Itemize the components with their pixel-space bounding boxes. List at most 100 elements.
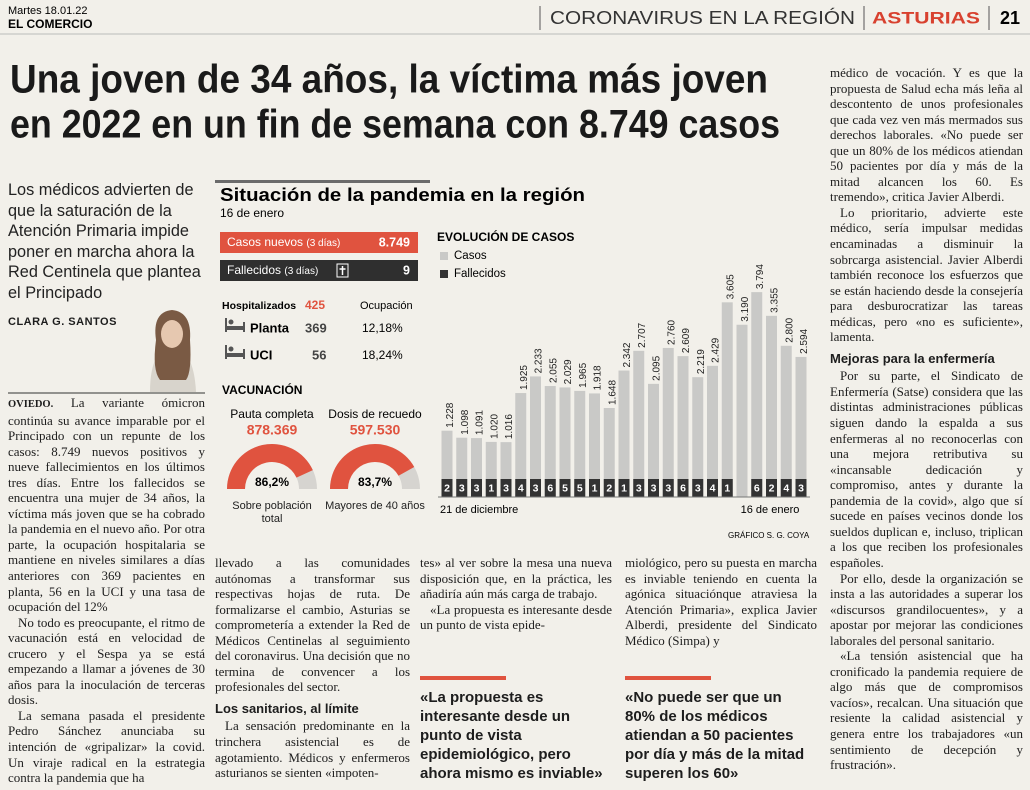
death-box — [692, 479, 704, 497]
bar — [633, 350, 645, 497]
bar-value-label: 1.965 — [578, 362, 589, 387]
deck: Los médicos advierten de que la saturaci… — [8, 181, 201, 302]
bar-value-label: 1.020 — [489, 413, 500, 438]
paragraph: Por su parte, el Sindicato de Enfermería… — [830, 368, 1023, 570]
death-box — [766, 479, 777, 497]
bar-value-label: 3.355 — [770, 287, 781, 312]
bar-value-label: 2.342 — [622, 342, 633, 367]
death-label: 6 — [547, 482, 553, 494]
subheading: Los sanitarios, al límite — [215, 700, 359, 716]
cases-label: Casos nuevos — [227, 235, 303, 249]
death-box — [441, 479, 453, 497]
vaccine-label: Dosis de recuedo — [328, 407, 422, 421]
death-label: 3 — [503, 482, 509, 494]
paragraph: «La propuesta es interesante desde un pu… — [420, 601, 612, 633]
hospital-total: 425 — [305, 298, 325, 312]
region: ASTURIAS — [872, 8, 980, 27]
death-box — [603, 479, 615, 497]
bar — [589, 393, 600, 497]
gauge-fill — [227, 444, 313, 489]
bar-value-label: 2.095 — [652, 355, 663, 380]
gauge-track — [227, 444, 317, 489]
paper-name: EL COMERCIO — [8, 17, 92, 31]
death-label: 3 — [459, 482, 465, 494]
death-label: 1 — [621, 482, 627, 494]
issue-date: Martes 18.01.22 — [8, 5, 88, 17]
bar — [692, 377, 704, 497]
death-box — [559, 479, 571, 497]
byline: CLARA G. SANTOS — [8, 316, 117, 328]
ward-occupancy: 18,24% — [362, 348, 403, 362]
death-box — [574, 479, 586, 497]
column: médico de vocación. Y es que la propuest… — [830, 65, 1023, 790]
death-label: 2 — [769, 482, 775, 494]
vaccine-count: 597.530 — [350, 422, 401, 438]
legend-label: Fallecidos — [454, 268, 506, 280]
ward-occupancy: 12,18% — [362, 321, 403, 335]
death-label: 6 — [680, 482, 686, 494]
bar — [662, 347, 674, 497]
vaccine-label: Pauta completa — [230, 407, 314, 421]
bar-value-label: 1.016 — [504, 414, 515, 439]
deaths-label: Fallecidos (3 días) — [227, 263, 318, 277]
subheading: Mejoras para la enfermería — [830, 350, 995, 366]
column: llevado a las comunidades autónomas a tr… — [215, 555, 410, 790]
ward-label: Planta — [250, 320, 290, 335]
bar-value-label: 2.233 — [534, 348, 545, 373]
gauge-caption: Mayores de 40 años — [325, 500, 425, 512]
death-box — [677, 479, 689, 497]
paragraph: La semana pasada el presidente Pedro Sán… — [8, 707, 205, 786]
graphic-date: 16 de enero — [220, 206, 284, 220]
ward-patients: 369 — [305, 320, 327, 335]
headline: Una joven de 34 años, la víctima más jov… — [10, 58, 768, 102]
pull-quote: «La propuesta es interesante desde un pu… — [420, 689, 603, 782]
dateline: OVIEDO. — [8, 399, 54, 410]
page-number: 21 — [1000, 8, 1020, 28]
cases-value: 8.749 — [379, 235, 410, 249]
paragraph: La sensación predominante en la trincher… — [215, 718, 410, 781]
bar-value-label: 1.918 — [593, 365, 604, 390]
hospital-label: Hospitalizados — [222, 300, 296, 312]
column: tes» al ver sobre la mesa una nueva disp… — [420, 555, 612, 655]
paragraph: médico de vocación. Y es que la propuest… — [830, 65, 1023, 205]
bar-value-label: 1.098 — [460, 409, 471, 434]
cross-icon — [336, 263, 349, 278]
death-box — [633, 479, 645, 497]
bar-value-label: 1.925 — [519, 365, 530, 390]
bed-icon — [225, 345, 245, 359]
bar — [603, 408, 615, 497]
bar — [500, 442, 512, 497]
bar — [707, 365, 718, 497]
quote-rule — [420, 676, 506, 680]
bar-value-label: 2.429 — [711, 337, 722, 362]
paragraph: Lo prioritario, advierte este médico, se… — [830, 204, 1023, 345]
vaccination-title: VACUNACIÓN — [222, 382, 302, 397]
paragraph-text: La variante ómicron continúa su avance i… — [8, 395, 205, 615]
bar — [544, 386, 556, 497]
ward-patients: 56 — [312, 347, 326, 362]
bar-value-label: 1.648 — [607, 380, 618, 405]
x-annotation: 16 de enero — [741, 504, 800, 516]
death-box — [456, 479, 468, 497]
bar — [485, 441, 497, 497]
bar — [574, 390, 586, 497]
paragraph: miológico, pero su puesta en marcha es i… — [625, 555, 817, 648]
gauge-track — [330, 444, 420, 489]
author-photo — [150, 310, 196, 392]
paragraph: «La tensión asistencial que ha cronifica… — [830, 648, 1023, 773]
death-label: 3 — [665, 482, 671, 494]
gauge-fill — [330, 443, 415, 489]
death-box — [515, 479, 527, 497]
graphic-credit: GRÁFICO S. G. COYA — [728, 531, 810, 540]
ward-label: UCI — [250, 347, 272, 362]
bar — [648, 383, 659, 497]
vaccine-count: 878.369 — [247, 422, 298, 438]
x-annotation: 21 de diciembre — [440, 504, 518, 516]
death-box — [648, 479, 659, 497]
death-box — [721, 479, 733, 497]
death-label: 4 — [518, 482, 524, 494]
legend-swatch — [440, 270, 448, 278]
bar-value-label: 3.190 — [740, 296, 751, 321]
death-label: 3 — [695, 482, 701, 494]
